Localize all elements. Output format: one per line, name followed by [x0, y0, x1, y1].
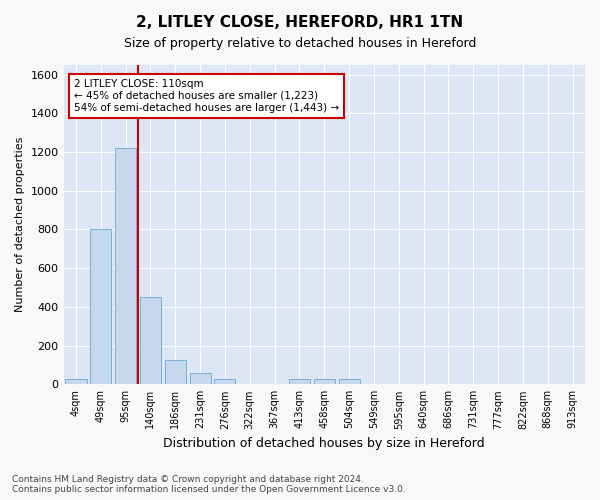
Text: 2 LITLEY CLOSE: 110sqm
← 45% of detached houses are smaller (1,223)
54% of semi-: 2 LITLEY CLOSE: 110sqm ← 45% of detached… [74, 80, 339, 112]
Text: Contains HM Land Registry data © Crown copyright and database right 2024.: Contains HM Land Registry data © Crown c… [12, 476, 364, 484]
Bar [289, 380, 310, 384]
Y-axis label: Number of detached properties: Number of detached properties [15, 137, 25, 312]
Text: 2, LITLEY CLOSE, HEREFORD, HR1 1TN: 2, LITLEY CLOSE, HEREFORD, HR1 1TN [136, 15, 464, 30]
Bar [214, 380, 235, 384]
Bar [65, 380, 86, 384]
Bar [165, 360, 186, 384]
Bar [190, 372, 211, 384]
Bar [115, 148, 136, 384]
Bar [90, 230, 112, 384]
Bar [338, 380, 359, 384]
Text: Size of property relative to detached houses in Hereford: Size of property relative to detached ho… [124, 38, 476, 51]
X-axis label: Distribution of detached houses by size in Hereford: Distribution of detached houses by size … [163, 437, 485, 450]
Bar [140, 297, 161, 384]
Text: Contains public sector information licensed under the Open Government Licence v3: Contains public sector information licen… [12, 486, 406, 494]
Bar [314, 380, 335, 384]
